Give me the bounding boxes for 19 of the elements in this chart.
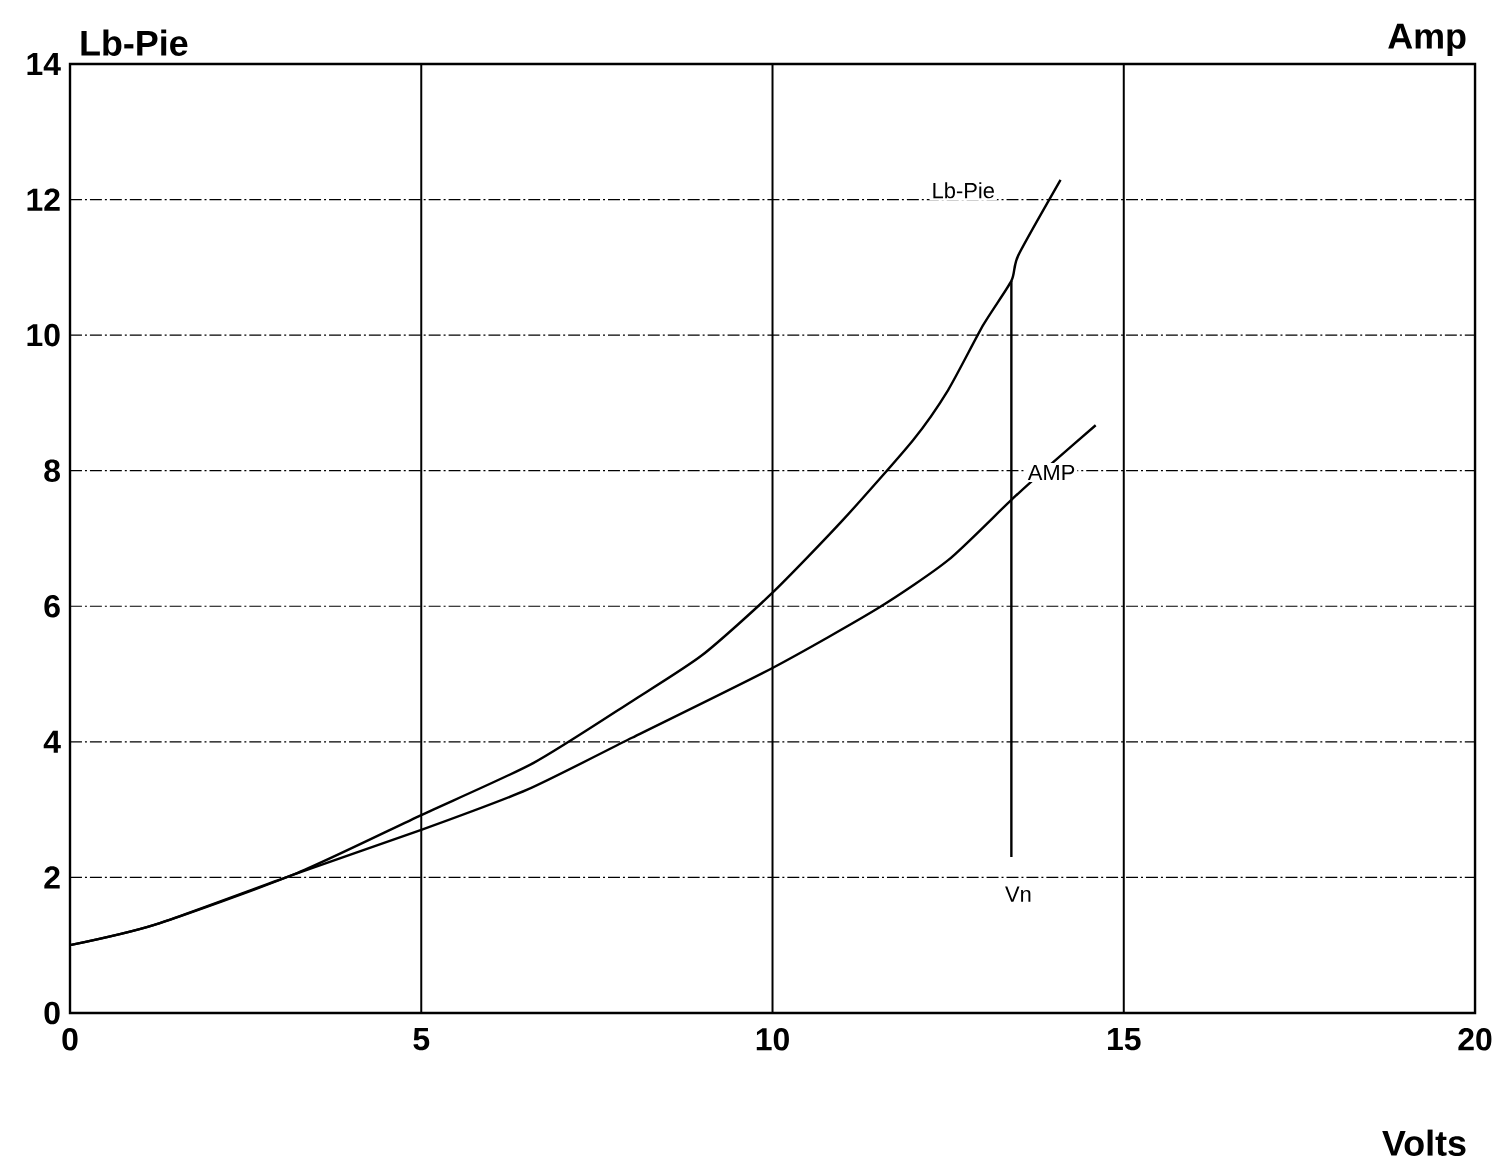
y-tick-label: 14 [27,53,61,75]
y2-axis-title: Amp [1388,23,1466,56]
x-tick-label: 10 [756,1028,789,1051]
y-tick-label: 0 [44,1001,60,1025]
y-tick-label: 4 [43,730,61,753]
y-axis-title: Lb-Pie [81,29,188,56]
y-tick-label: 10 [27,323,60,347]
y-tick-label: 8 [44,459,60,482]
series-label: AMP [1027,464,1075,481]
text: Lb-Pie [933,182,994,199]
x-tick-label: 0 [62,1028,78,1051]
y-tick-label: 6 [44,594,60,618]
x-axis-title: Volts [1382,1129,1466,1156]
series-label: Vn [1005,886,1031,902]
y-tick-label: 12 [27,188,60,211]
x-tick-label: 15 [1108,1028,1141,1051]
x-tick-label: 20 [1458,1028,1492,1051]
x-tick-label: 5 [413,1028,430,1051]
y-tick-label: 2 [44,866,60,889]
